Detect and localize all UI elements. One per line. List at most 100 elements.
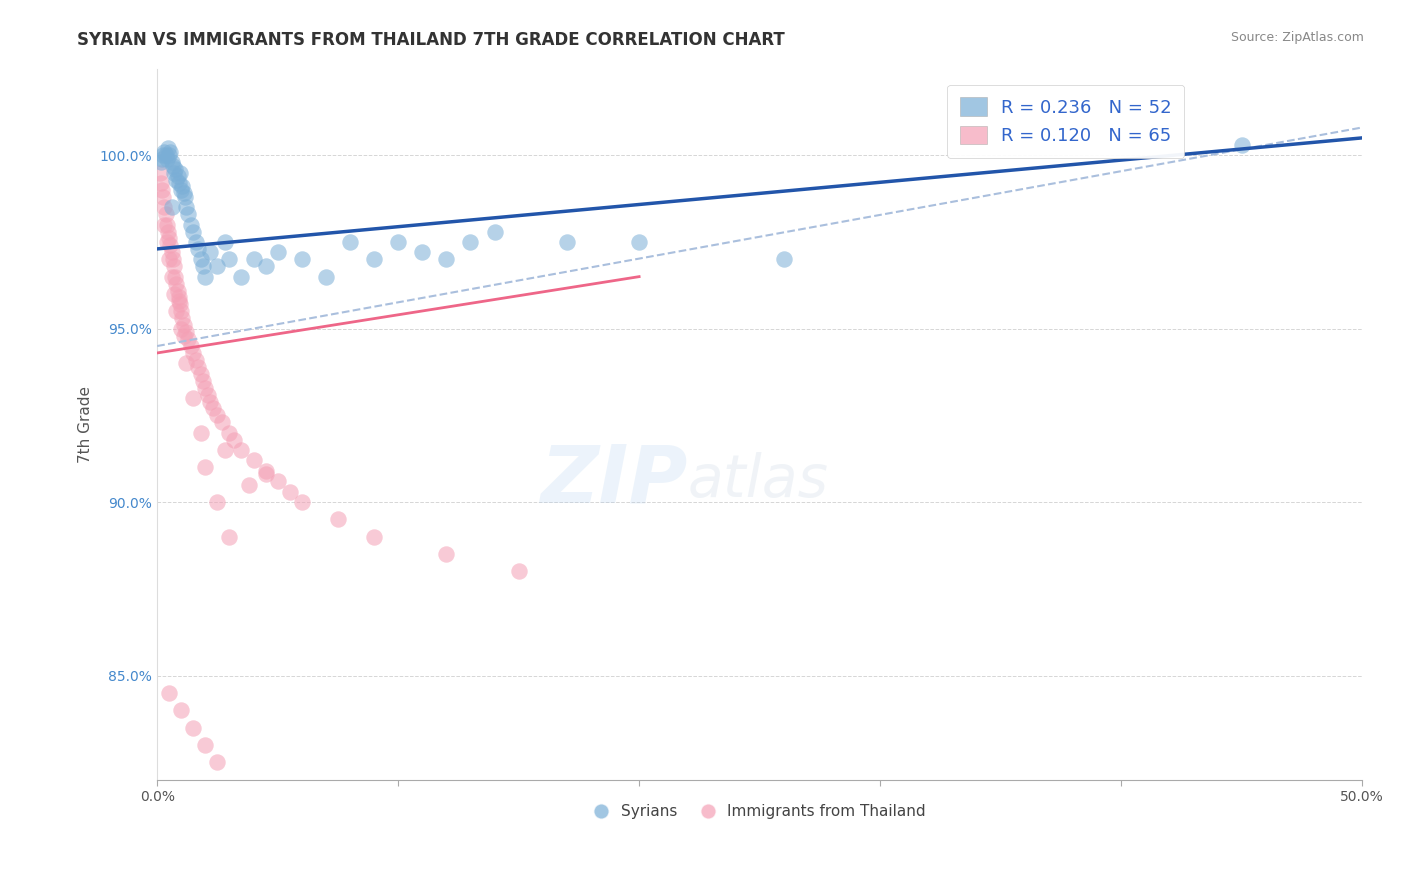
Point xyxy=(1230,137,1253,152)
Point xyxy=(508,565,530,579)
Point xyxy=(339,235,361,249)
Point xyxy=(460,235,482,249)
Point xyxy=(242,252,264,267)
Point xyxy=(197,387,219,401)
Point xyxy=(291,495,314,509)
Text: atlas: atlas xyxy=(688,452,828,509)
Point xyxy=(187,359,209,374)
Point xyxy=(155,207,177,221)
Point xyxy=(387,235,409,249)
Point xyxy=(190,367,212,381)
Point xyxy=(174,325,197,339)
Point xyxy=(172,179,194,194)
Point xyxy=(148,165,170,179)
Point xyxy=(170,703,193,717)
Point xyxy=(184,235,207,249)
Point xyxy=(173,328,195,343)
Point xyxy=(411,245,433,260)
Point xyxy=(162,159,184,173)
Point xyxy=(177,207,200,221)
Point xyxy=(157,148,180,162)
Point xyxy=(166,169,188,183)
Point xyxy=(174,356,197,370)
Point xyxy=(218,425,240,440)
Point xyxy=(167,176,190,190)
Point xyxy=(156,141,179,155)
Point xyxy=(159,238,181,252)
Point xyxy=(160,155,183,169)
Point xyxy=(191,374,214,388)
Point xyxy=(165,172,187,186)
Point xyxy=(266,475,288,489)
Point xyxy=(165,162,187,177)
Point xyxy=(628,235,651,249)
Point xyxy=(156,225,179,239)
Point xyxy=(152,190,174,204)
Legend: Syrians, Immigrants from Thailand: Syrians, Immigrants from Thailand xyxy=(588,798,932,825)
Point xyxy=(434,252,457,267)
Point xyxy=(173,186,195,201)
Point xyxy=(254,259,277,273)
Point xyxy=(772,252,794,267)
Point xyxy=(555,235,578,249)
Point xyxy=(163,165,186,179)
Point xyxy=(363,530,385,544)
Point xyxy=(152,148,174,162)
Point xyxy=(166,284,188,298)
Y-axis label: 7th Grade: 7th Grade xyxy=(79,385,93,463)
Point xyxy=(156,218,179,232)
Point xyxy=(180,218,202,232)
Point xyxy=(181,346,204,360)
Point xyxy=(194,460,217,475)
Point xyxy=(434,547,457,561)
Point xyxy=(153,145,176,159)
Point xyxy=(218,530,240,544)
Point xyxy=(207,259,229,273)
Point xyxy=(180,339,202,353)
Point xyxy=(165,277,187,291)
Point xyxy=(238,477,260,491)
Point xyxy=(315,269,337,284)
Point xyxy=(174,200,197,214)
Point xyxy=(159,145,181,159)
Point xyxy=(214,235,236,249)
Point xyxy=(170,304,193,318)
Point xyxy=(181,721,204,735)
Point xyxy=(254,467,277,482)
Point xyxy=(194,381,217,395)
Point xyxy=(184,352,207,367)
Point xyxy=(326,512,349,526)
Point xyxy=(169,165,191,179)
Point xyxy=(156,152,179,166)
Text: Source: ZipAtlas.com: Source: ZipAtlas.com xyxy=(1230,31,1364,45)
Point xyxy=(207,495,229,509)
Point xyxy=(173,190,195,204)
Point xyxy=(291,252,314,267)
Point xyxy=(242,453,264,467)
Text: SYRIAN VS IMMIGRANTS FROM THAILAND 7TH GRADE CORRELATION CHART: SYRIAN VS IMMIGRANTS FROM THAILAND 7TH G… xyxy=(77,31,785,49)
Point xyxy=(278,484,301,499)
Point xyxy=(167,290,190,304)
Point xyxy=(150,183,173,197)
Point xyxy=(169,297,191,311)
Point xyxy=(177,332,200,346)
Point xyxy=(157,686,180,700)
Point xyxy=(266,245,288,260)
Point xyxy=(363,252,385,267)
Point xyxy=(194,738,217,752)
Point xyxy=(157,231,180,245)
Point xyxy=(207,756,229,770)
Point xyxy=(160,245,183,260)
Point xyxy=(211,415,233,429)
Point xyxy=(207,409,229,423)
Point xyxy=(149,155,172,169)
Point xyxy=(484,225,506,239)
Point xyxy=(181,225,204,239)
Point xyxy=(165,269,187,284)
Point xyxy=(201,401,224,416)
Text: ZIP: ZIP xyxy=(540,442,688,520)
Point xyxy=(187,242,209,256)
Point xyxy=(153,200,176,214)
Point xyxy=(231,443,253,458)
Point xyxy=(156,235,179,249)
